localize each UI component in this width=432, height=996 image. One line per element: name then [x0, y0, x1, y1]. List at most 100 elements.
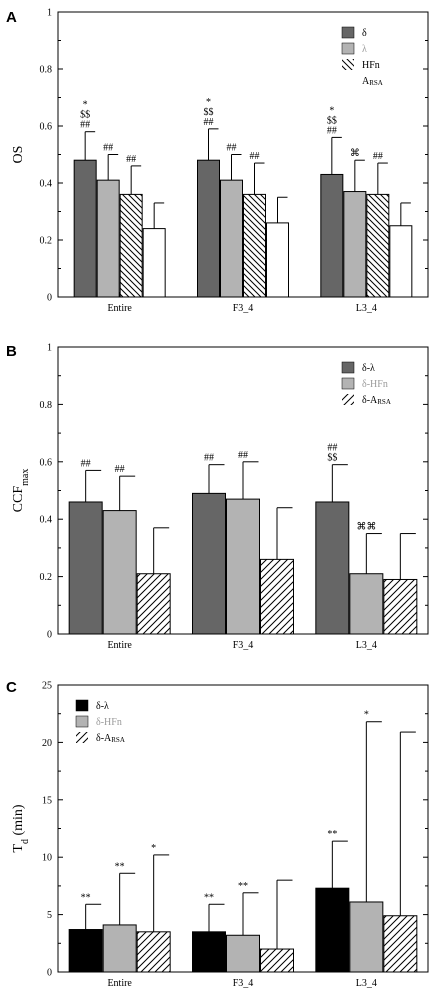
- significance-label: ⌘⌘: [356, 522, 376, 533]
- legend-label: δ-ARSA: [96, 733, 125, 744]
- significance-label: **: [204, 892, 214, 903]
- legend-label: δ-λ: [96, 701, 109, 712]
- panel-letter: B: [6, 343, 17, 360]
- bar: [389, 225, 413, 298]
- chart-panel-a: A00.20.40.60.81OSEntire##$$*####F3_4##$$…: [6, 8, 429, 314]
- significance-label: $$: [80, 110, 90, 121]
- x-tick-label: L3_4: [356, 303, 377, 314]
- bar: [96, 179, 120, 298]
- significance-label: ##: [204, 453, 214, 464]
- legend-swatch: [75, 715, 89, 728]
- y-tick-label: 25: [42, 681, 52, 692]
- legend-label-main: HFn: [362, 60, 380, 71]
- y-tick-label: 0.8: [40, 65, 53, 76]
- y-tick-label: 0.4: [40, 515, 53, 526]
- bar: [102, 924, 137, 973]
- x-tick-label: F3_4: [233, 640, 254, 651]
- y-tick-label: 0.6: [40, 457, 53, 468]
- legend-label-main: δ-A: [96, 733, 112, 744]
- significance-label: ##: [327, 125, 337, 136]
- significance-label: **: [238, 881, 248, 892]
- bar: [266, 222, 289, 298]
- legend-swatch: [342, 59, 354, 70]
- bar: [68, 929, 103, 973]
- x-tick-label: Entire: [107, 978, 132, 989]
- bar: [73, 159, 97, 298]
- bar: [349, 573, 384, 635]
- significance-label: ##: [103, 143, 113, 154]
- significance-label: ##: [80, 120, 90, 131]
- y-axis-label-main: T: [11, 844, 26, 853]
- y-axis-label-unit: (min): [11, 804, 26, 839]
- legend-label-main: δ-λ: [96, 701, 109, 712]
- significance-label: ##: [115, 464, 125, 475]
- panel-letter: A: [6, 9, 17, 26]
- bar: [315, 501, 350, 635]
- y-tick-label: 5: [47, 910, 52, 921]
- y-tick-label: 0.8: [40, 400, 53, 411]
- bar: [119, 193, 143, 298]
- panel-letter: C: [6, 679, 17, 696]
- y-axis-label-main: CCF: [11, 486, 26, 513]
- y-axis-label: CCFmax: [11, 469, 31, 513]
- bar: [220, 179, 243, 298]
- significance-label: $$: [327, 453, 337, 464]
- chart-panel-b: B 0 0.2 0.4 0.6 0.8 1 CCFmax Entire ## ## F3_4 ## ## L…: [6, 343, 429, 651]
- bar: [192, 492, 226, 635]
- legend-label-main: δ: [362, 28, 367, 39]
- legend-swatch: [342, 394, 354, 405]
- significance-label: *: [364, 710, 369, 721]
- x-tick-label: Entire: [107, 640, 132, 651]
- y-tick-label: 0.4: [40, 179, 53, 190]
- legend-label-main: δ-HFn: [96, 717, 122, 728]
- legend-swatch: [76, 732, 88, 743]
- bar: [383, 915, 418, 973]
- significance-label: $$: [327, 115, 337, 126]
- significance-label: ##: [227, 143, 237, 154]
- x-tick-label: F3_4: [233, 303, 254, 314]
- legend-label-sub: RSA: [377, 398, 391, 406]
- bar: [343, 191, 367, 298]
- bar: [226, 934, 260, 973]
- x-tick-label: L3_4: [356, 640, 377, 651]
- significance-label: *: [151, 843, 156, 854]
- y-tick-label: 20: [42, 738, 52, 749]
- significance-label: **: [81, 892, 91, 903]
- significance-label: ##: [238, 450, 248, 461]
- legend-label: ARSA: [362, 76, 383, 87]
- legend-swatch: [341, 361, 355, 374]
- legend-label-main: λ: [362, 44, 367, 55]
- y-tick-label: 0.2: [40, 572, 53, 583]
- significance-label: ##: [126, 154, 136, 165]
- bar: [243, 193, 266, 298]
- legend-label: HFn: [362, 60, 380, 71]
- bar: [192, 931, 226, 973]
- legend-label-sub: RSA: [369, 79, 383, 87]
- significance-label: ⌘: [350, 148, 360, 159]
- significance-label: **: [115, 861, 125, 872]
- bar: [136, 573, 171, 635]
- y-tick-label: 1: [47, 343, 52, 354]
- bar: [366, 193, 390, 298]
- y-tick-label: 0: [47, 968, 52, 979]
- x-tick-label: Entire: [107, 303, 132, 314]
- y-tick-label: 1: [47, 8, 52, 19]
- bar: [383, 578, 418, 635]
- bar: [102, 510, 137, 635]
- bar: [226, 498, 260, 635]
- bar: [136, 931, 171, 973]
- significance-label: *: [83, 100, 88, 111]
- bar: [197, 159, 220, 298]
- bar: [68, 501, 103, 635]
- x-tick-label: F3_4: [233, 978, 254, 989]
- bar: [349, 901, 384, 973]
- y-tick-label: 0: [47, 293, 52, 304]
- y-axis-label-main: OS: [11, 146, 26, 164]
- legend-label: δ-HFn: [362, 379, 388, 390]
- significance-label: ##: [250, 151, 260, 162]
- legend-swatch: [341, 377, 355, 390]
- y-axis-label: OS: [11, 146, 26, 164]
- bar: [315, 887, 350, 973]
- significance-label: ##: [373, 151, 383, 162]
- y-axis-label-sub: max: [20, 469, 31, 486]
